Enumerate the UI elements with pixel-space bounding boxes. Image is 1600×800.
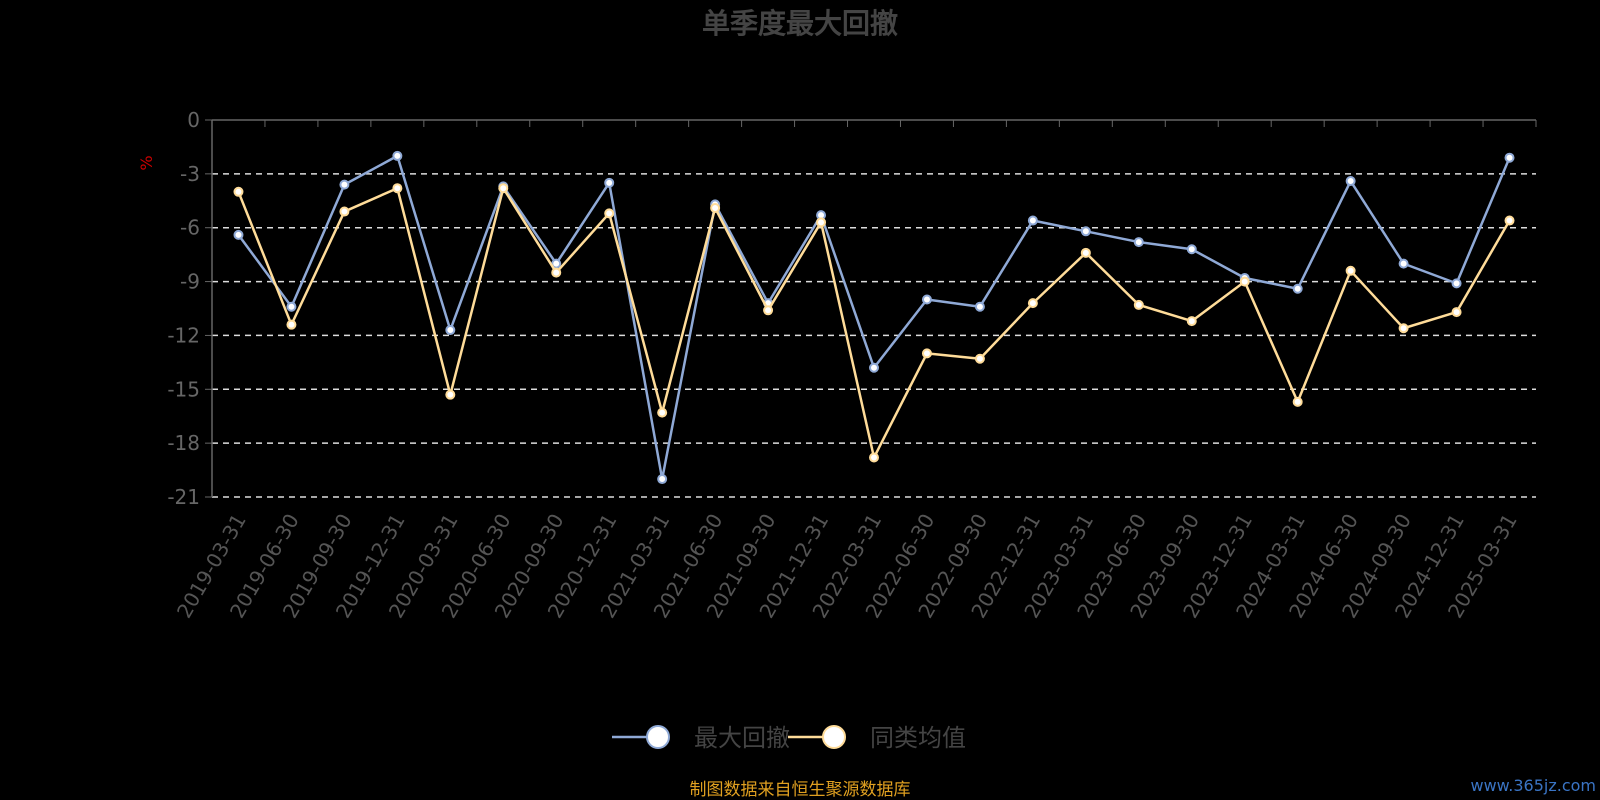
data-point (657, 474, 668, 485)
data-point (286, 301, 297, 312)
legend-marker (822, 725, 846, 749)
data-point (1080, 226, 1091, 237)
data-point (1186, 244, 1197, 255)
data-point (869, 362, 879, 373)
legend[interactable]: 最大回撤 同类均值 (612, 724, 966, 752)
watermark: www.365jz.com (1470, 776, 1596, 795)
y-tick-label: -15 (167, 377, 200, 401)
y-tick-label: -18 (167, 431, 200, 455)
data-point (1504, 152, 1515, 163)
data-point (657, 407, 668, 418)
data-point (1239, 276, 1250, 287)
data-point (974, 301, 985, 312)
data-point (1080, 247, 1091, 258)
data-point (604, 208, 615, 219)
data-point (1133, 237, 1144, 248)
data-point (1398, 323, 1409, 334)
y-tick-label: 0 (187, 108, 200, 132)
data-point (339, 179, 350, 190)
plot-area (233, 150, 1515, 485)
data-point (1133, 299, 1144, 310)
data-point (869, 452, 879, 463)
data-point (763, 305, 774, 316)
y-tick-label: -9 (180, 270, 200, 294)
series-line-2 (237, 186, 1511, 459)
data-point (1451, 307, 1462, 318)
data-point (1027, 298, 1038, 309)
data-point (498, 183, 509, 194)
legend-label: 同类均值 (870, 724, 966, 752)
data-point (1292, 396, 1303, 407)
data-point (604, 177, 615, 188)
data-point (1398, 258, 1409, 269)
series-line-1 (237, 154, 1511, 481)
data-point (551, 267, 562, 278)
data-point (392, 150, 403, 161)
chart-title: 单季度最大回撤 (702, 7, 898, 40)
data-point (1504, 215, 1515, 226)
data-point (1345, 265, 1356, 276)
data-point (1451, 278, 1462, 289)
data-point (392, 183, 403, 194)
data-point (1345, 176, 1356, 187)
data-point (710, 202, 721, 213)
legend-marker (646, 725, 670, 749)
data-point (974, 353, 985, 364)
y-tick-label: -3 (180, 162, 200, 186)
data-point (445, 389, 456, 400)
y-axis-label: % (137, 155, 156, 170)
data-point (286, 319, 297, 330)
data-point (1292, 283, 1303, 294)
data-point (1186, 316, 1197, 327)
data-point (1027, 215, 1038, 226)
axes: 0-3-6-9-12-15-18-212019-03-312019-06-302… (167, 108, 1537, 622)
legend-item-1[interactable]: 最大回撤 (612, 724, 790, 752)
data-point (816, 217, 827, 228)
y-tick-label: -21 (167, 485, 200, 509)
y-tick-label: -6 (180, 216, 200, 240)
grid-lines (212, 173, 1536, 498)
source-note: 制图数据来自恒生聚源数据库 (690, 780, 911, 800)
data-point (339, 206, 350, 217)
data-point (233, 186, 244, 197)
data-point (233, 229, 244, 240)
data-point (921, 294, 932, 305)
data-point (921, 348, 932, 359)
y-tick-label: -12 (167, 323, 200, 347)
legend-item-2[interactable]: 同类均值 (788, 724, 966, 752)
legend-label: 最大回撤 (694, 724, 790, 752)
data-point (445, 325, 456, 336)
